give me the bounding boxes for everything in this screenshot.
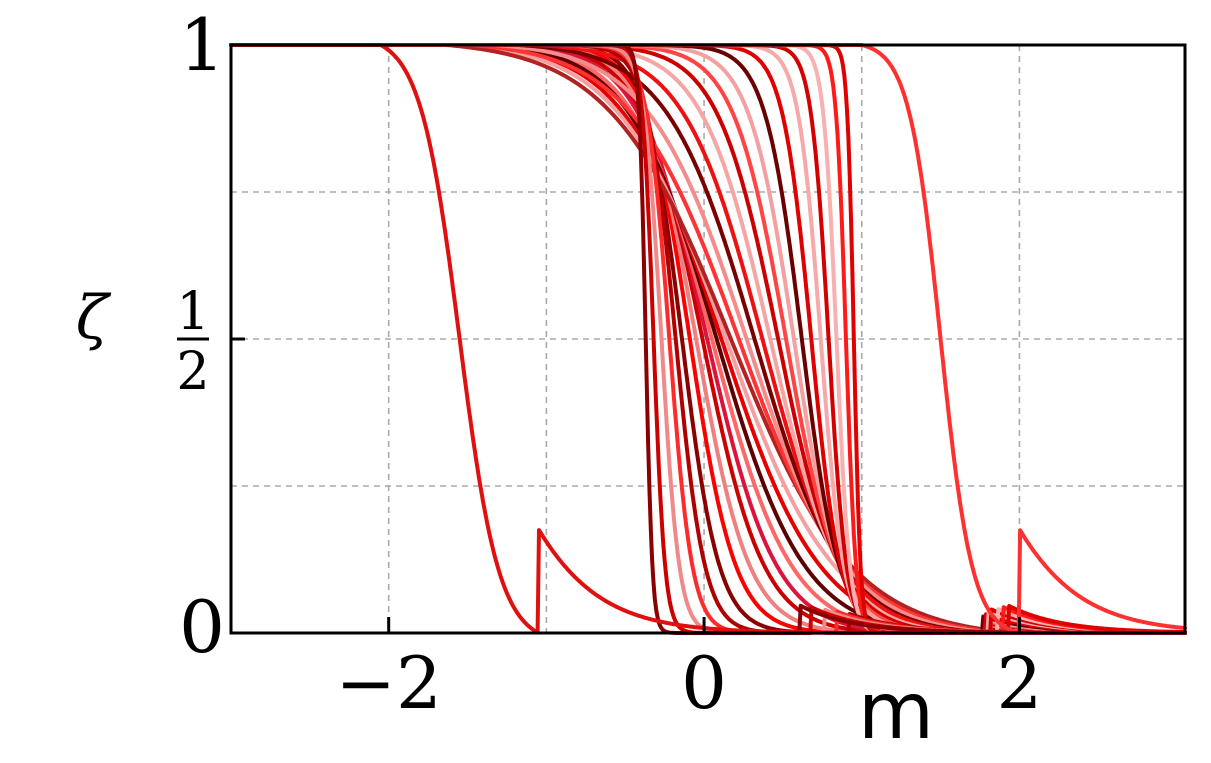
y-axis-title: ζ <box>76 283 112 353</box>
x-tick-label: −2 <box>336 641 442 725</box>
y-tick-label: 0 <box>179 585 225 669</box>
x-tick-label: 0 <box>681 641 727 725</box>
x-axis-title: m <box>858 667 934 757</box>
x-tick-label: 2 <box>997 641 1043 725</box>
ticks <box>231 43 1021 635</box>
y-tick-label: 1 <box>179 3 225 87</box>
y-tick-denominator: 2 <box>176 342 209 402</box>
y-tick-numerator: 1 <box>176 282 209 342</box>
